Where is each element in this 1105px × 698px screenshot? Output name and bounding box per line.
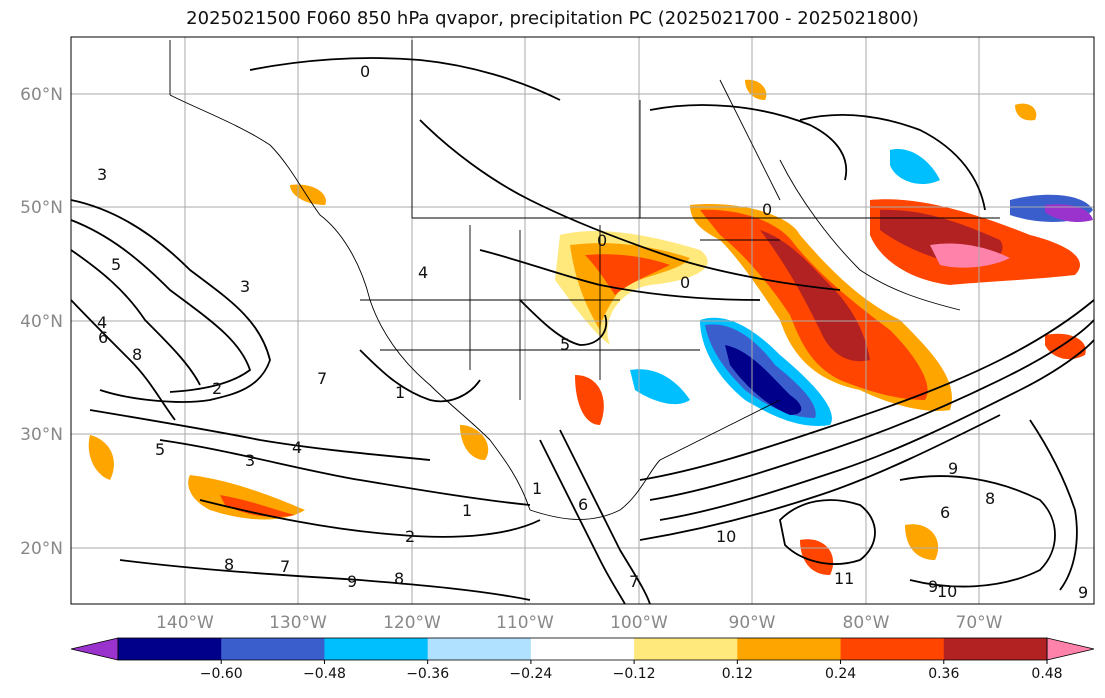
contour-label: 5 (155, 440, 165, 459)
colorbar-segment (634, 638, 738, 660)
lat-label: 60°N (20, 85, 63, 105)
contour-label: 8 (394, 569, 404, 588)
contour-label: 3 (240, 277, 250, 296)
lat-label: 40°N (20, 312, 63, 332)
graticule (71, 37, 1094, 604)
colorbar-right-arrow (1046, 637, 1095, 661)
contour-label: 0 (597, 231, 607, 250)
lat-label: 50°N (20, 198, 63, 218)
contour-label: 8 (985, 489, 995, 508)
contour-label: 6 (578, 495, 588, 514)
lon-label: 80°W (843, 613, 890, 633)
contour-label: 5 (111, 255, 121, 274)
contour-label: 1 (532, 479, 542, 498)
contour-label: 3 (245, 451, 255, 470)
colorbar-segment (840, 638, 945, 660)
colorbar-tick-label: −0.60 (200, 666, 243, 682)
contour-label: 8 (224, 555, 234, 574)
colorbar-tick-label: 0.36 (928, 666, 959, 682)
contour-label: 4 (97, 313, 107, 332)
colorbar-outline (117, 637, 1048, 661)
longitude-labels: 140°W 130°W 120°W 110°W 100°W 90°W 80°W … (156, 613, 1003, 633)
lat-label: 20°N (20, 539, 63, 559)
contour-label: 9 (1078, 583, 1088, 602)
contour-label: 7 (280, 557, 290, 576)
colorbar-left-arrow (70, 637, 119, 661)
map-title: 2025021500 F060 850 hPa qvapor, precipit… (186, 8, 919, 29)
colorbar-tick-label: −0.12 (613, 666, 656, 682)
colorbar-segment (943, 638, 1048, 660)
map-frame (70, 36, 1095, 605)
coastlines-borders (169, 40, 1000, 520)
contour-label: 1 (462, 501, 472, 520)
contour-label-group: 3 5 3 4 6 8 2 7 5 3 4 1 2 8 7 9 8 0 0 4 … (97, 62, 1088, 602)
colorbar-tick-label: 0.48 (1031, 666, 1062, 682)
contour-label: 2 (405, 527, 415, 546)
lon-label: 130°W (269, 613, 327, 633)
contour-label: 10 (716, 527, 736, 546)
contour-label: 11 (834, 569, 854, 588)
contour-label: 9 (948, 459, 958, 478)
contour-label: 0 (360, 62, 370, 81)
contour-label: 6 (940, 503, 950, 522)
colorbar-segment (118, 638, 222, 660)
latitude-labels: 60°N 50°N 40°N 30°N 20°N (20, 85, 63, 559)
contour-label: 10 (937, 582, 957, 601)
contour-label: 9 (347, 572, 357, 591)
colorbar-segment (530, 638, 635, 660)
colorbar-tick-label: −0.36 (406, 666, 449, 682)
colorbar-segment (324, 638, 429, 660)
colorbar-segment (737, 638, 842, 660)
lon-label: 100°W (610, 613, 668, 633)
colorbar-tick-label: 0.24 (825, 666, 856, 682)
contour-label: 1 (395, 383, 405, 402)
contour-label: 0 (762, 200, 772, 219)
contour-label: 3 (97, 165, 107, 184)
qvapor-contours (70, 57, 1095, 605)
contour-label: 4 (292, 438, 302, 457)
contour-label: 2 (212, 379, 222, 398)
lon-label: 110°W (496, 613, 554, 633)
precipitation-shading (88, 79, 1093, 575)
contour-label: 4 (418, 263, 428, 282)
contour-label: 6 (98, 328, 108, 347)
lon-label: 70°W (956, 613, 1003, 633)
colorbar-tick-label: 0.12 (722, 666, 753, 682)
contour-label: 9 (928, 577, 938, 596)
contour-label: 7 (317, 369, 327, 388)
lon-label: 90°W (729, 613, 776, 633)
colorbar-tick-label: −0.48 (303, 666, 346, 682)
contour-label: 0 (680, 273, 690, 292)
colorbar-tick-label: −0.24 (509, 666, 552, 682)
contour-label: 7 (629, 572, 639, 591)
lon-label: 140°W (156, 613, 214, 633)
lat-label: 30°N (20, 425, 63, 445)
colorbar: −0.60 −0.48 −0.36 −0.24 −0.12 0.12 0.24 0.36 0.4… (70, 637, 1095, 682)
contour-label: 8 (132, 345, 142, 364)
colorbar-segment (427, 638, 532, 660)
lon-label: 120°W (383, 613, 441, 633)
contour-label: 5 (560, 335, 570, 354)
colorbar-segment (221, 638, 325, 660)
